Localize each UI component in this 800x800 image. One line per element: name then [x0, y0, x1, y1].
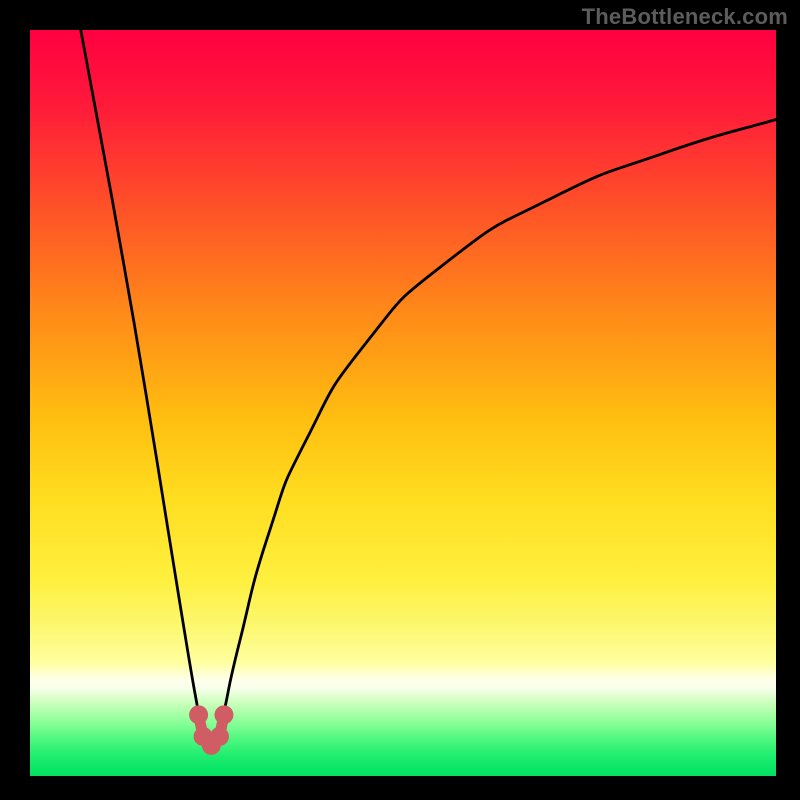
trough-dot — [214, 705, 233, 724]
trough-dot — [210, 727, 229, 746]
watermark-text: TheBottleneck.com — [582, 4, 788, 30]
plot-svg — [30, 30, 776, 776]
chart-container: TheBottleneck.com — [0, 0, 800, 800]
plot-area — [30, 30, 776, 776]
trough-dot — [189, 705, 208, 724]
